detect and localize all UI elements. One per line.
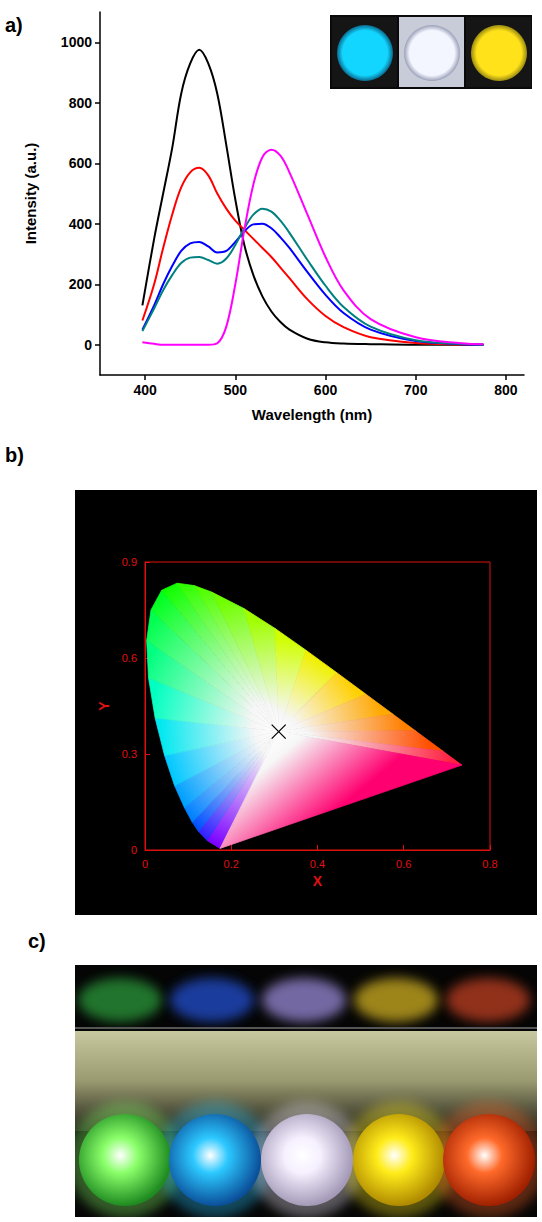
svg-text:0.3: 0.3: [122, 748, 137, 760]
svg-text:Intensity (a.u.): Intensity (a.u.): [22, 143, 39, 245]
svg-text:700: 700: [404, 382, 428, 398]
svg-text:600: 600: [69, 155, 93, 171]
svg-text:200: 200: [69, 276, 93, 292]
svg-text:0.4: 0.4: [310, 858, 325, 870]
svg-text:800: 800: [69, 95, 93, 111]
svg-text:500: 500: [224, 382, 248, 398]
svg-text:Y: Y: [96, 701, 112, 711]
html-text:b): b): [5, 444, 24, 466]
svg-text:0: 0: [84, 337, 92, 353]
svg-text:400: 400: [69, 216, 93, 232]
svg-text:600: 600: [314, 382, 338, 398]
svg-text:400: 400: [133, 382, 157, 398]
svg-text:0.2: 0.2: [224, 858, 239, 870]
svg-text:0.8: 0.8: [482, 858, 497, 870]
html-text:c): c): [28, 930, 46, 952]
svg-text:1000: 1000: [61, 34, 92, 50]
svg-text:0: 0: [131, 844, 137, 856]
svg-text:X: X: [313, 873, 323, 889]
html-text:a): a): [5, 14, 23, 36]
svg-text:800: 800: [494, 382, 518, 398]
svg-text:0.6: 0.6: [396, 858, 411, 870]
svg-text:0.9: 0.9: [122, 556, 137, 568]
svg-text:Wavelength (nm): Wavelength (nm): [252, 406, 372, 423]
svg-text:0.6: 0.6: [122, 652, 137, 664]
svg-text:0: 0: [142, 858, 148, 870]
